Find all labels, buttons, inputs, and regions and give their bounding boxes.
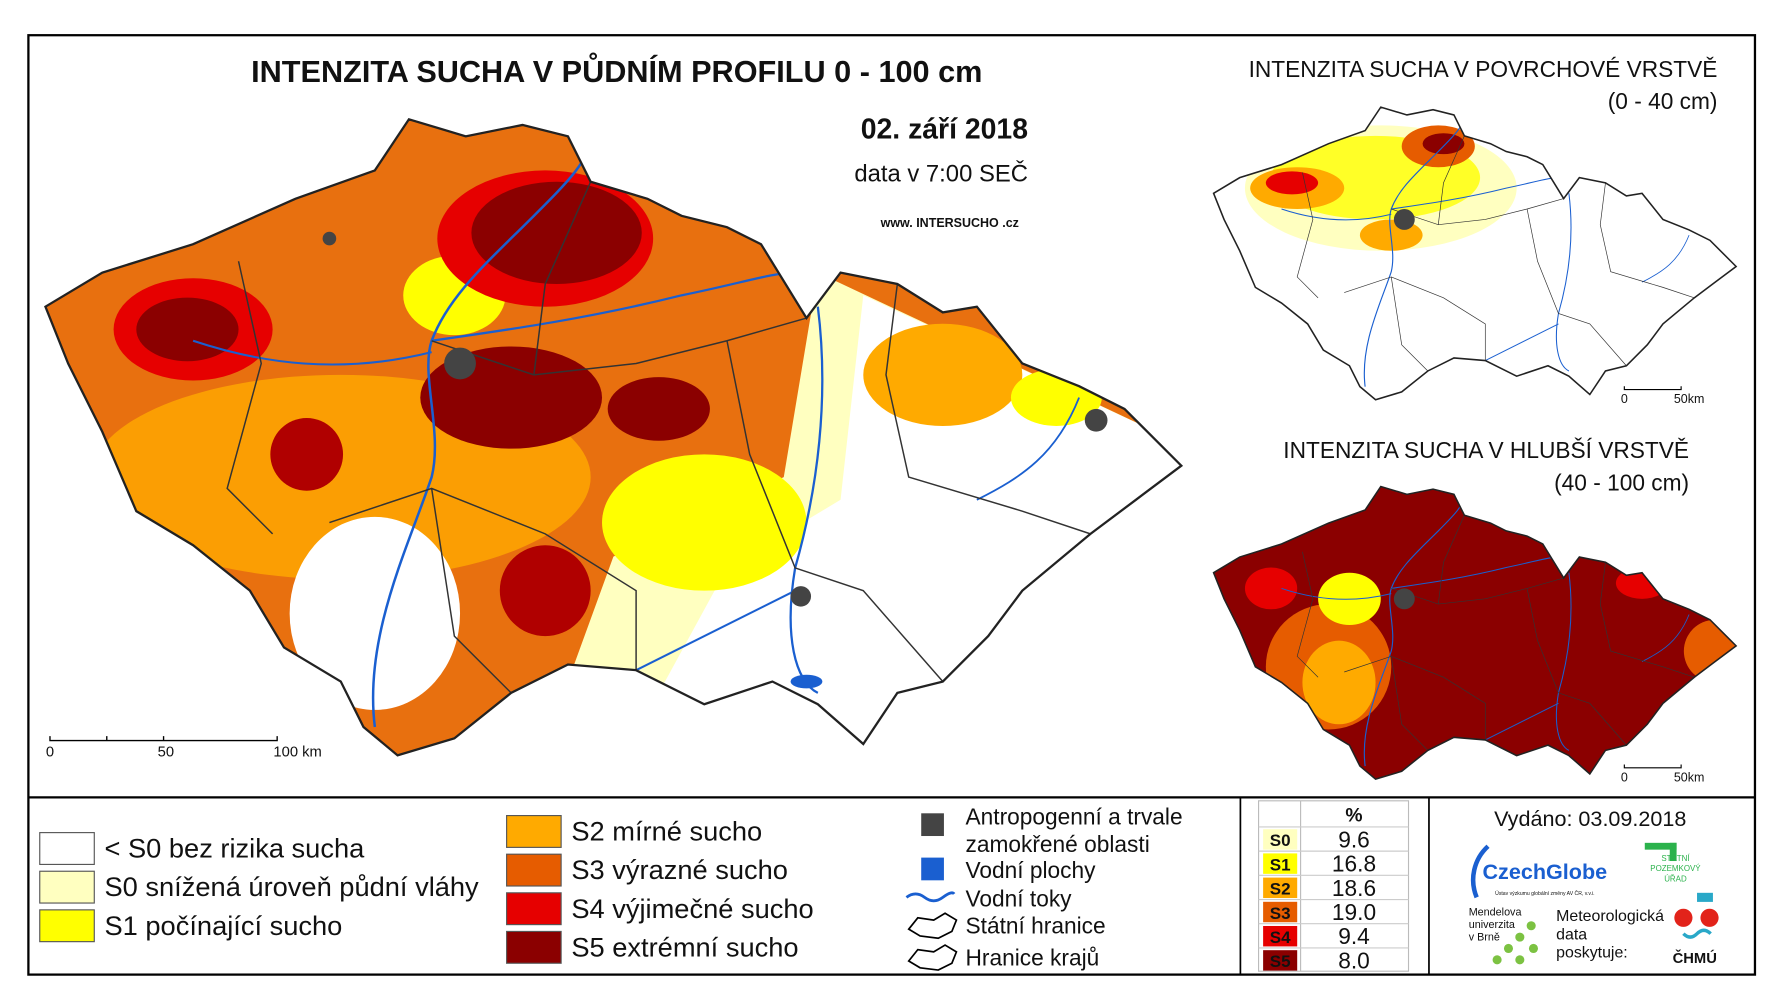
legend-label: < S0 bez rizika sucha xyxy=(105,833,366,864)
legend-label: S2 mírné sucho xyxy=(571,816,762,847)
class-percent: 16.8 xyxy=(1332,851,1376,877)
main-title: INTENZITA SUCHA V PŮDNÍM PROFILU 0 - 100… xyxy=(251,51,982,89)
inset-depth: (0 - 40 cm) xyxy=(1608,88,1718,114)
legend-swatch xyxy=(39,832,95,865)
class-cell xyxy=(1263,901,1298,923)
class-cell xyxy=(1263,877,1298,899)
provider-text: poskytuje: xyxy=(1556,945,1628,962)
logo-mendelu: v Brně xyxy=(1469,932,1500,944)
class-percent: 19.0 xyxy=(1332,899,1376,925)
scale-label: 50km xyxy=(1674,392,1705,406)
logo-chmu: ČHMÚ xyxy=(1673,949,1717,967)
scale-label: 50km xyxy=(1674,770,1705,784)
inset-title: INTENZITA SUCHA V POVRCHOVÉ VRSTVĚ xyxy=(1249,56,1718,82)
inset-depth: (40 - 100 cm) xyxy=(1554,470,1689,496)
logo-spu: POZEMKOVÝ xyxy=(1650,864,1701,873)
class-cell xyxy=(1263,950,1298,971)
logo-subtitle: Ústav výzkumu globální změny AV ČR, v.v.… xyxy=(1495,890,1594,897)
class-percent: 18.6 xyxy=(1332,875,1376,901)
class-code: S3 xyxy=(1270,904,1291,923)
data-time: data v 7:00 SEČ xyxy=(854,160,1028,188)
class-code: S4 xyxy=(1270,928,1291,947)
logo-spu: STÁTNÍ xyxy=(1661,854,1690,863)
date: 02. září 2018 xyxy=(861,114,1028,146)
provider-text: Meteorologická xyxy=(1556,908,1664,925)
symbol-icons xyxy=(905,813,958,971)
legend-swatch xyxy=(39,909,95,943)
class-cell xyxy=(1263,925,1298,947)
scale-label: 0 xyxy=(1621,392,1628,406)
logo-czechglobe: CzechGlobe xyxy=(1482,859,1607,884)
inset-title: INTENZITA SUCHA V HLUBŠÍ VRSTVĚ xyxy=(1283,437,1689,463)
legend-swatch xyxy=(506,853,562,887)
website: www. INTERSUCHO .cz xyxy=(880,216,1019,230)
class-code: S2 xyxy=(1270,880,1291,899)
legend-swatch xyxy=(506,815,562,848)
class-percent: 8.0 xyxy=(1338,947,1370,973)
legend-symbol-label: Vodní toky xyxy=(966,885,1073,911)
logo-mendelu: Mendelova xyxy=(1469,907,1522,919)
legend-label: S4 výjimečné sucho xyxy=(571,893,813,924)
scale-label: 0 xyxy=(46,745,54,761)
legend-swatch xyxy=(506,930,562,964)
legend-label: S0 snížená úroveň půdní vláhy xyxy=(105,871,480,902)
table-header: % xyxy=(1345,805,1362,826)
logo-mendelu: univerzita xyxy=(1469,919,1515,931)
legend-symbol-label: Hranice krajů xyxy=(966,945,1100,971)
legend-symbol-label: zamokřené oblasti xyxy=(966,831,1150,857)
class-code: S1 xyxy=(1270,855,1291,874)
legend-swatch xyxy=(506,892,562,926)
issued-date: Vydáno: 03.09.2018 xyxy=(1494,806,1686,831)
legend-symbol-label: Antropogenní a trvale xyxy=(966,804,1183,830)
class-code: S5 xyxy=(1270,952,1291,971)
class-percent: 9.6 xyxy=(1338,826,1370,852)
main-scale-bar: 0 50 100 km xyxy=(46,736,322,761)
class-cell xyxy=(1263,853,1298,874)
inset-scale-bar: 0 50km xyxy=(1621,764,1704,784)
class-percent: 9.4 xyxy=(1338,923,1370,949)
legend-label: S5 extrémní sucho xyxy=(571,931,798,962)
legend-symbol-label: Státní hranice xyxy=(966,913,1106,939)
footer: Vydáno: 03.09.2018 CzechGlobe Ústav výzk… xyxy=(1469,806,1719,967)
scale-label: 0 xyxy=(1621,770,1628,784)
inset-scale-bar: 0 50km xyxy=(1621,386,1704,406)
legend: < S0 bez rizika sucha S0 snížená úroveň p… xyxy=(39,804,1183,971)
scale-label: 50 xyxy=(158,745,174,761)
provider-text: data xyxy=(1556,926,1587,943)
class-cell xyxy=(1263,829,1298,850)
legend-swatch xyxy=(39,870,95,904)
percent-table: % S0 9.6 S1 16.8 S2 18.6 S3 19.0 S4 9.4 S5 8.0 xyxy=(1258,800,1410,973)
legend-symbol-label: Vodní plochy xyxy=(966,857,1097,883)
legend-label: S1 počínající sucho xyxy=(105,910,343,941)
logo-spu: ÚŘAD xyxy=(1664,874,1687,883)
class-code: S0 xyxy=(1270,831,1291,850)
legend-label: S3 výrazné sucho xyxy=(571,854,788,885)
scale-label: 100 km xyxy=(273,745,321,761)
